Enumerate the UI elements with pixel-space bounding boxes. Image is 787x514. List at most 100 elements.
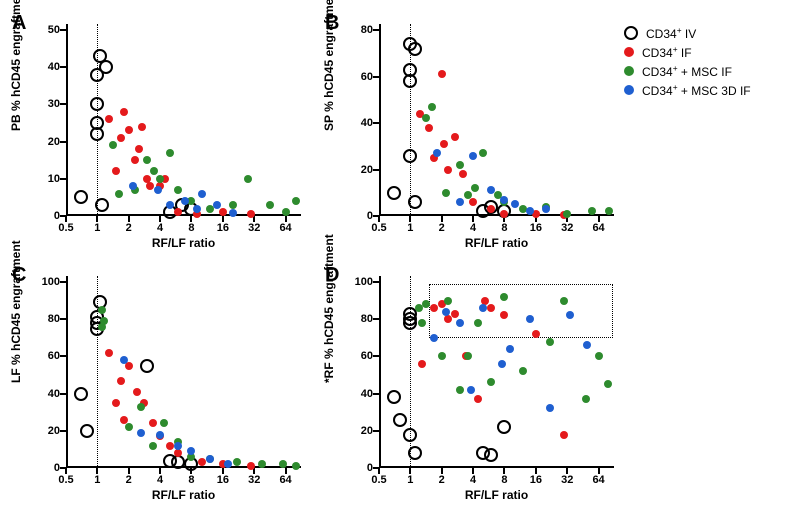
data-point <box>74 190 88 204</box>
data-point <box>487 186 495 194</box>
data-point <box>224 460 232 468</box>
data-point <box>292 462 300 470</box>
data-point <box>198 190 206 198</box>
plot-area: 0204060801000.51248163264 <box>379 282 614 468</box>
data-point <box>120 108 128 116</box>
x-axis-title: RF/LF ratio <box>66 236 301 250</box>
data-point <box>560 297 568 305</box>
data-point <box>563 210 571 218</box>
data-point <box>282 208 290 216</box>
data-point <box>403 149 417 163</box>
data-point <box>532 330 540 338</box>
data-point <box>135 145 143 153</box>
data-point <box>247 462 255 470</box>
data-point <box>464 352 472 360</box>
data-point <box>112 167 120 175</box>
data-point <box>474 319 482 327</box>
panel-D: D*RF % hCD45 engraftmentRF/LF ratio02040… <box>317 262 620 504</box>
data-point <box>229 209 237 217</box>
data-point <box>583 341 591 349</box>
data-point <box>166 149 174 157</box>
data-point <box>467 386 475 394</box>
data-point <box>387 186 401 200</box>
plot-area: 010203040500.51248163264 <box>66 30 301 216</box>
data-point <box>582 395 590 403</box>
data-point <box>137 429 145 437</box>
data-point <box>487 205 495 213</box>
data-point <box>604 380 612 388</box>
data-point <box>469 152 477 160</box>
data-point <box>403 63 417 77</box>
data-point <box>143 156 151 164</box>
data-point <box>442 308 450 316</box>
legend-label: CD34+ + MSC IF <box>642 63 732 79</box>
data-point <box>542 205 550 213</box>
data-point <box>160 419 168 427</box>
data-point <box>229 201 237 209</box>
data-point <box>456 198 464 206</box>
data-point <box>171 455 185 469</box>
data-point <box>129 182 137 190</box>
data-point <box>125 423 133 431</box>
data-point <box>244 175 252 183</box>
data-point <box>442 189 450 197</box>
data-point <box>140 359 154 373</box>
data-point <box>456 319 464 327</box>
data-point <box>233 458 241 466</box>
data-point <box>393 413 407 427</box>
x-axis-title: RF/LF ratio <box>379 236 614 250</box>
data-point <box>474 395 482 403</box>
panels-grid: APB % hCD45 engraftmentRF/LF ratio010203… <box>0 0 620 514</box>
data-point <box>120 356 128 364</box>
data-point <box>500 196 508 204</box>
data-point <box>479 149 487 157</box>
data-point <box>526 315 534 323</box>
data-point <box>418 319 426 327</box>
y-axis-title: LF % hCD45 engraftment <box>9 240 23 383</box>
data-point <box>500 293 508 301</box>
data-point <box>219 208 227 216</box>
data-point <box>428 103 436 111</box>
data-point <box>422 300 430 308</box>
figure: APB % hCD45 engraftmentRF/LF ratio010203… <box>0 0 787 514</box>
data-point <box>105 349 113 357</box>
data-point <box>464 191 472 199</box>
data-point <box>156 175 164 183</box>
data-point <box>181 197 189 205</box>
data-point <box>498 360 506 368</box>
data-point <box>451 310 459 318</box>
data-point <box>519 367 527 375</box>
y-axis-title: *RF % hCD45 engraftment <box>322 234 336 383</box>
data-point <box>117 134 125 142</box>
data-point <box>456 161 464 169</box>
data-point <box>154 186 162 194</box>
data-point <box>526 207 534 215</box>
data-point <box>444 166 452 174</box>
data-point <box>433 149 441 157</box>
panel-C: CLF % hCD45 engraftmentRF/LF ratio020406… <box>4 262 307 504</box>
data-point <box>174 208 182 216</box>
data-point <box>115 190 123 198</box>
data-point <box>131 156 139 164</box>
data-point <box>500 210 508 218</box>
data-point <box>174 186 182 194</box>
data-point <box>487 304 495 312</box>
data-point <box>456 386 464 394</box>
legend: CD34+ IVCD34+ IFCD34+ + MSC IFCD34+ + MS… <box>624 22 779 101</box>
data-point <box>425 124 433 132</box>
data-point <box>471 184 479 192</box>
data-point <box>99 60 113 74</box>
data-point <box>247 210 255 218</box>
data-point <box>206 455 214 463</box>
data-point <box>408 42 422 56</box>
data-point <box>566 311 574 319</box>
data-point <box>487 378 495 386</box>
data-point <box>150 167 158 175</box>
data-point <box>408 446 422 460</box>
data-point <box>546 338 554 346</box>
data-point <box>444 297 452 305</box>
y-axis-title: PB % hCD45 engraftment <box>9 0 23 131</box>
data-point <box>149 419 157 427</box>
legend-marker <box>624 85 634 95</box>
data-point <box>595 352 603 360</box>
